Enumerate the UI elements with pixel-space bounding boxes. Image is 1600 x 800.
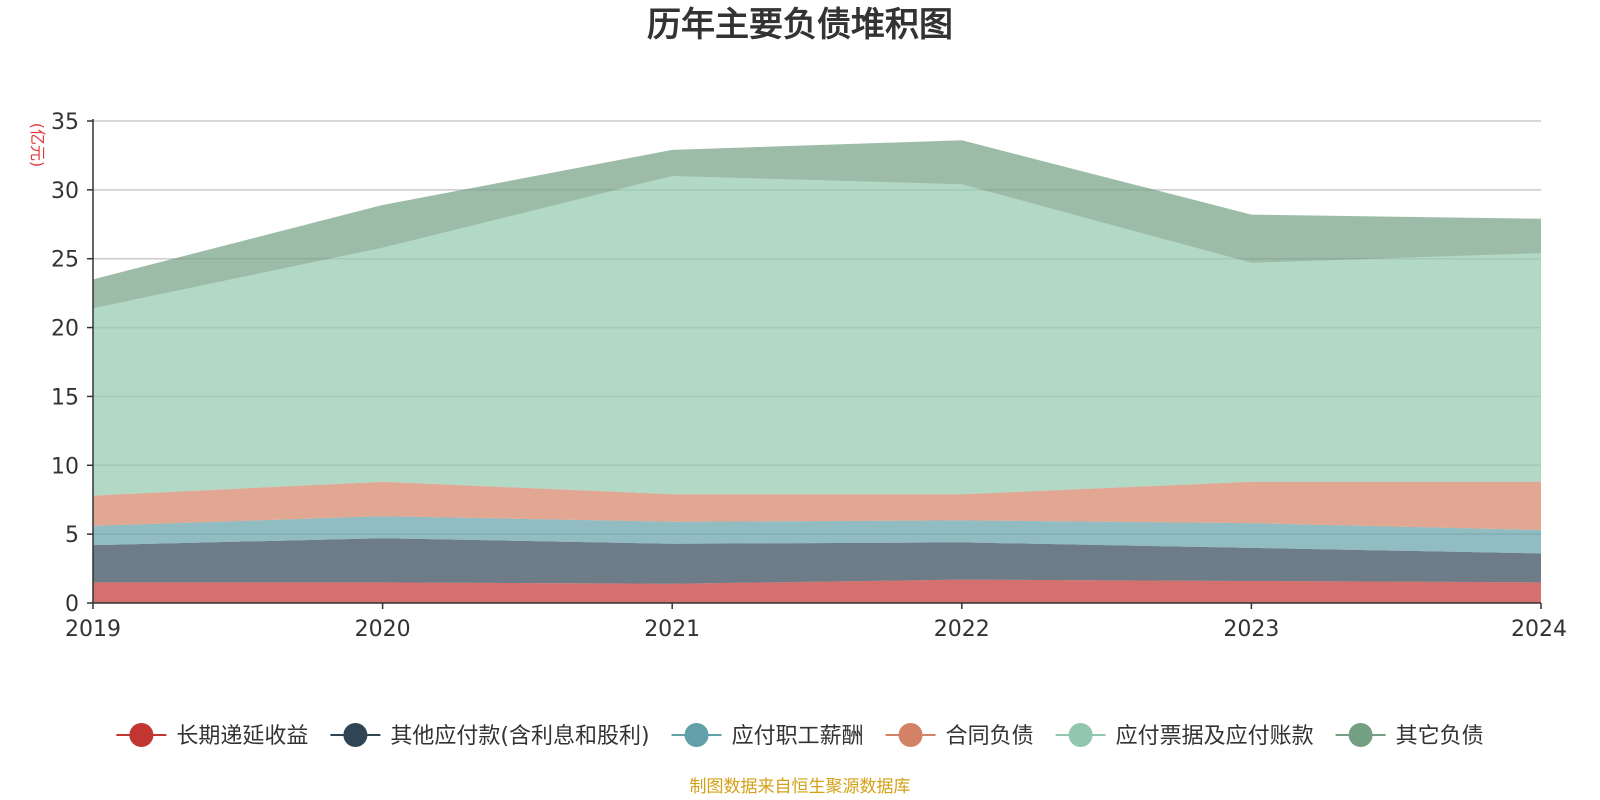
legend-swatch-dot [343, 723, 368, 747]
y-tick-label-35: 35 [51, 110, 79, 135]
data-source-note: 制图数据来自恒生聚源数据库 [690, 777, 911, 797]
legend-item-5[interactable]: 其它负债 [1335, 723, 1484, 749]
legend-swatch-dot [684, 723, 709, 747]
x-axis-ticks: 2019 2020 2021 2022 2023 2024 [65, 603, 1567, 642]
x-tick-label-2022: 2022 [934, 617, 990, 642]
legend-swatch-dot [1348, 723, 1373, 747]
legend-swatch-dot [129, 723, 154, 747]
legend-item-3[interactable]: 合同负债 [885, 723, 1034, 749]
legend-item-1[interactable]: 其他应付款(含利息和股利) [330, 723, 650, 749]
legend-label: 应付票据及应付账款 [1116, 724, 1314, 749]
y-tick-label-5: 5 [65, 523, 79, 548]
legend-swatch-dot [1068, 723, 1093, 747]
area-series-5 [93, 140, 1541, 309]
y-tick-label-10: 10 [51, 454, 79, 479]
x-tick-label-2021: 2021 [644, 617, 700, 642]
legend-item-0[interactable]: 长期递延收益 [116, 723, 308, 749]
legend-swatch-dot [898, 723, 923, 747]
y-tick-label-15: 15 [51, 385, 79, 410]
y-tick-label-30: 30 [51, 179, 79, 204]
area-series-4 [93, 176, 1541, 496]
legend: 长期递延收益 其他应付款(含利息和股利) 应付职工薪酬 合同负债 应付票据及应付账款 其它… [116, 723, 1484, 749]
area-series-2 [93, 516, 1541, 554]
area-series-1 [93, 538, 1541, 584]
chart-title: 历年主要负债堆积图 [647, 5, 953, 45]
legend-label: 其它负债 [1396, 724, 1484, 749]
area-series-3 [93, 481, 1541, 531]
legend-item-4[interactable]: 应付票据及应付账款 [1055, 723, 1314, 749]
legend-label: 应付职工薪酬 [732, 724, 864, 749]
area-series [93, 140, 1541, 603]
x-tick-label-2023: 2023 [1223, 617, 1279, 642]
y-axis-ticks: 0 5 10 15 20 25 30 35 [51, 110, 93, 617]
legend-item-2[interactable]: 应付职工薪酬 [671, 723, 864, 749]
x-tick-label-2019: 2019 [65, 617, 121, 642]
legend-label: 其他应付款(含利息和股利) [390, 724, 649, 749]
area-series-0 [93, 579, 1541, 603]
legend-label: 长期递延收益 [176, 724, 308, 749]
y-tick-label-25: 25 [51, 248, 79, 273]
legend-label: 合同负债 [946, 724, 1034, 749]
y-tick-label-0: 0 [65, 592, 79, 617]
x-tick-label-2020: 2020 [355, 617, 411, 642]
y-axis-unit-label: (亿元) [28, 123, 47, 168]
y-tick-label-20: 20 [51, 317, 79, 342]
axes [92, 119, 1541, 604]
x-tick-label-2024: 2024 [1511, 617, 1567, 642]
